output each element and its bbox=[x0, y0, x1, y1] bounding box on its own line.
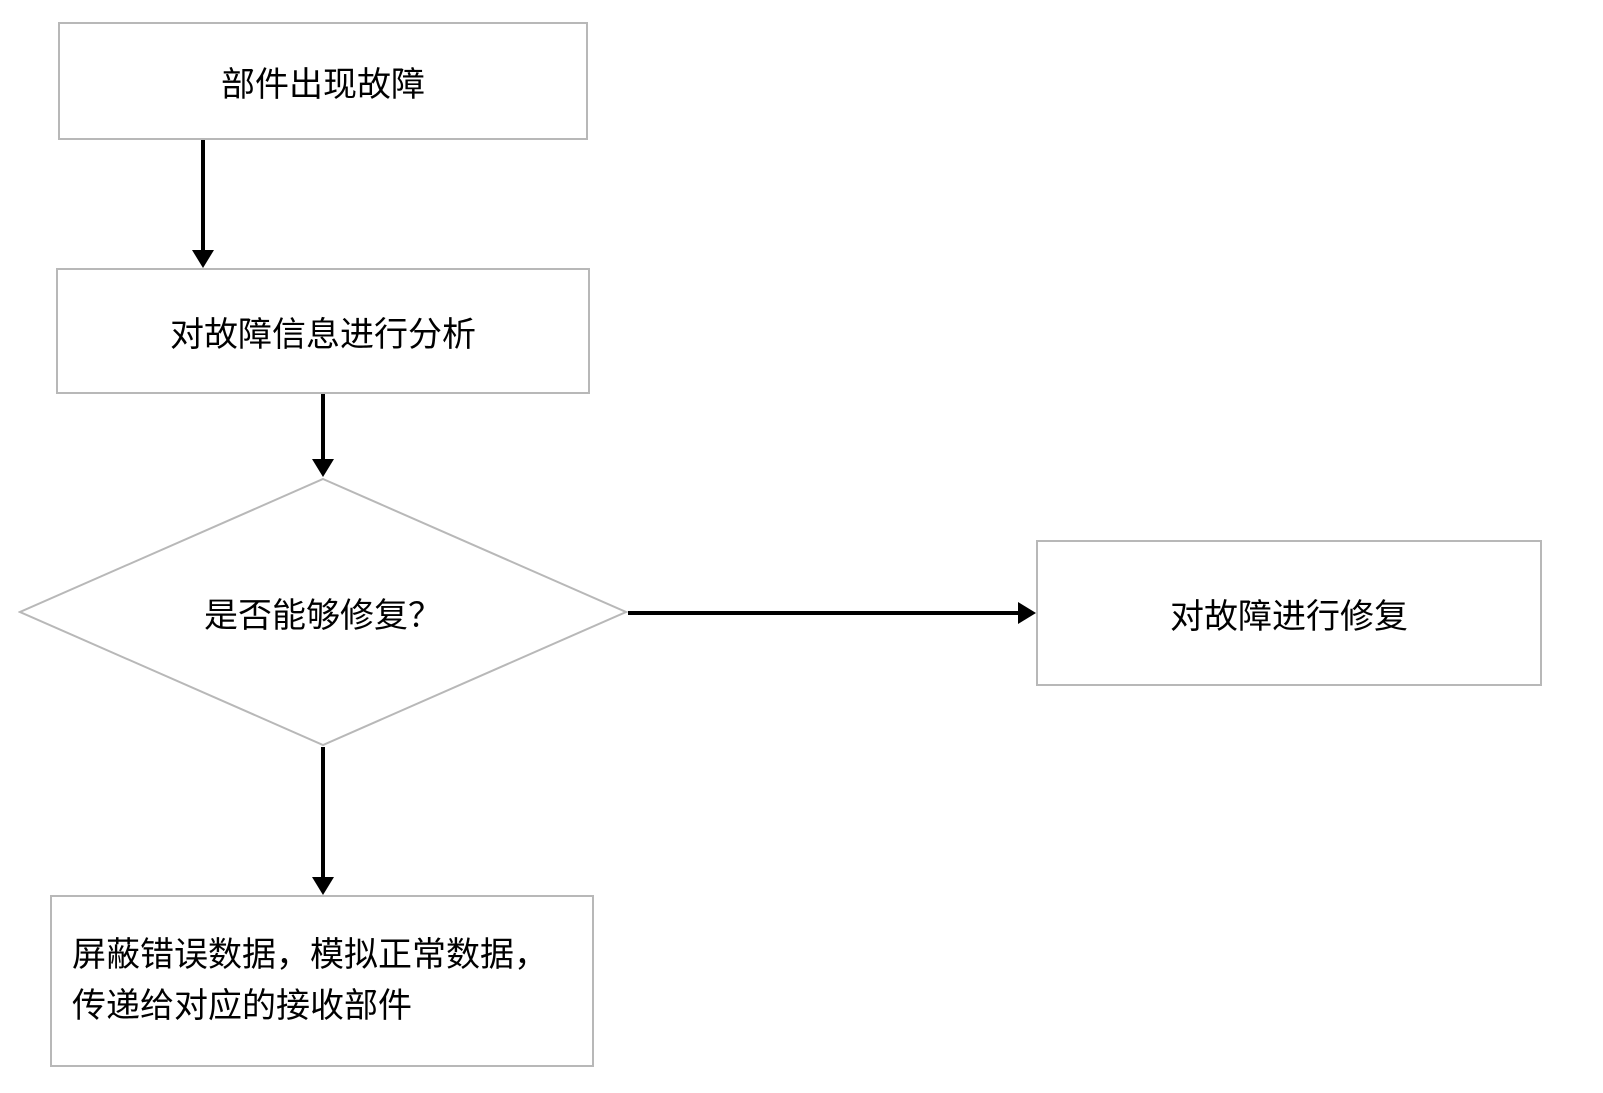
flowchart-arrow bbox=[628, 611, 1022, 615]
flowchart-node-analyze: 对故障信息进行分析 bbox=[56, 268, 590, 394]
arrow-head-down-icon bbox=[312, 459, 334, 477]
flowchart-node-mask: 屏蔽错误数据，模拟正常数据，传递给对应的接收部件 bbox=[50, 895, 594, 1067]
flowchart-node-start: 部件出现故障 bbox=[58, 22, 588, 140]
flowchart-arrow bbox=[321, 394, 325, 463]
flowchart-node-decision: 是否能够修复？ bbox=[18, 477, 628, 747]
node-label: 对故障信息进行分析 bbox=[170, 307, 476, 356]
flowchart-arrow bbox=[201, 140, 205, 254]
flowchart-node-repair: 对故障进行修复 bbox=[1036, 540, 1542, 686]
node-label: 部件出现故障 bbox=[221, 57, 425, 106]
arrow-head-down-icon bbox=[312, 877, 334, 895]
node-label: 屏蔽错误数据，模拟正常数据，传递给对应的接收部件 bbox=[72, 930, 572, 1032]
flowchart-arrow bbox=[321, 747, 325, 881]
node-label: 对故障进行修复 bbox=[1170, 589, 1408, 638]
arrow-head-down-icon bbox=[192, 250, 214, 268]
node-label: 是否能够修复？ bbox=[204, 588, 442, 637]
arrow-head-right-icon bbox=[1018, 602, 1036, 624]
